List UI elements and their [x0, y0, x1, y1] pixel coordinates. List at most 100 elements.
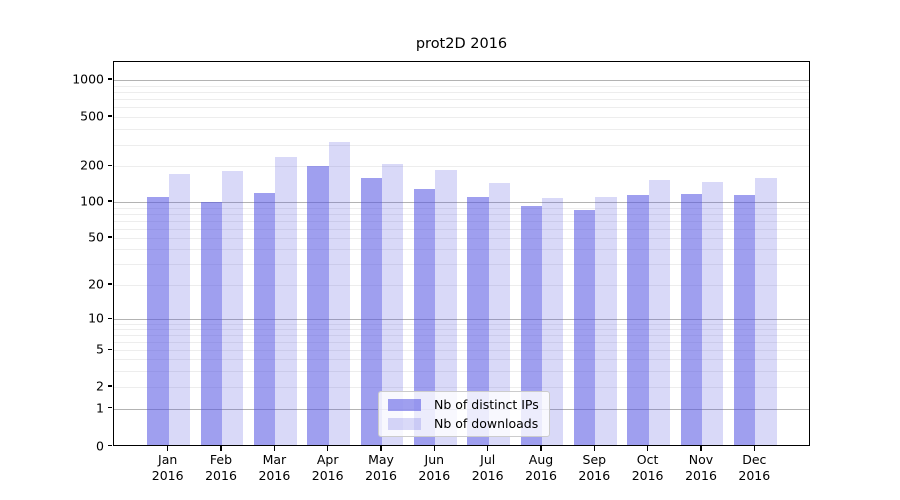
y-tick-mark: [107, 78, 112, 80]
gridline-minor: [114, 213, 809, 215]
bar-distinct-ips-feb: [200, 202, 222, 445]
gridline-minor: [114, 329, 809, 331]
bar-distinct-ips-jun: [414, 189, 436, 445]
x-tick-label: Dec 2016: [738, 452, 771, 483]
bar-downloads-nov: [702, 181, 724, 445]
gridline-minor: [114, 370, 809, 372]
x-tick-label: Mar 2016: [258, 452, 291, 483]
y-tick-mark: [107, 406, 112, 409]
x-tick-mark: [647, 446, 649, 451]
x-tick-mark: [380, 446, 382, 451]
bar-distinct-ips-aug: [520, 205, 542, 445]
y-tick-label: 20: [88, 276, 104, 292]
gridline-minor: [114, 144, 809, 146]
y-tick-mark: [107, 283, 112, 285]
y-tick-mark: [107, 348, 112, 350]
gridline-minor: [114, 285, 809, 286]
y-tick-label: 2: [96, 378, 104, 394]
y-tick-label: 50: [88, 229, 104, 245]
gridline-minor: [114, 359, 809, 361]
gridline-minor: [114, 238, 809, 239]
gridline-major: [114, 202, 809, 203]
x-tick-label: Apr 2016: [311, 452, 344, 483]
x-tick-mark: [540, 446, 542, 451]
bar-downloads-jun: [435, 169, 457, 445]
x-tick-mark: [327, 446, 329, 451]
legend-item-distinct-ips: Nb of distinct IPs: [388, 397, 539, 412]
bar-distinct-ips-sep: [574, 210, 596, 445]
bar-downloads-jan: [168, 173, 190, 445]
gridline-minor: [114, 264, 809, 266]
bar-downloads-may: [382, 164, 404, 445]
bar-distinct-ips-may: [360, 178, 382, 445]
x-tick-mark: [593, 446, 595, 451]
y-tick-label: 500: [80, 108, 104, 124]
gridline-major: [114, 319, 809, 321]
x-tick-label: Nov 2016: [685, 452, 717, 483]
x-tick-label: Feb 2016: [205, 452, 237, 483]
y-tick-mark: [107, 444, 112, 447]
y-tick-label: 0: [96, 438, 104, 453]
gridline-minor: [114, 166, 809, 168]
y-tick-label: 1000: [72, 71, 104, 87]
bar-downloads-apr: [328, 141, 350, 445]
bar-downloads-aug: [542, 198, 564, 445]
legend: Nb of distinct IPs Nb of downloads: [378, 391, 550, 437]
legend-label-downloads: Nb of downloads: [434, 416, 539, 431]
y-tick-mark: [107, 115, 112, 117]
plot-area: [113, 61, 810, 446]
bar-distinct-ips-nov: [680, 194, 702, 445]
y-tick-mark: [107, 317, 112, 319]
y-tick-label: 100: [80, 193, 104, 209]
bar-distinct-ips-dec: [734, 195, 756, 445]
bar-distinct-ips-jan: [147, 197, 169, 445]
y-tick-mark: [107, 164, 112, 166]
x-tick-mark: [273, 446, 276, 451]
bar-downloads-oct: [648, 180, 670, 445]
x-tick-mark: [167, 446, 169, 451]
x-tick-label: Jun 2016: [418, 452, 451, 483]
x-tick-label: Aug 2016: [525, 452, 557, 483]
gridline-major: [114, 80, 809, 81]
x-tick-mark: [753, 446, 755, 451]
x-tick-label: May 2016: [365, 452, 397, 483]
bar-distinct-ips-mar: [254, 193, 276, 445]
legend-swatch-distinct-ips: [388, 398, 421, 411]
y-tick-label: 10: [88, 310, 104, 326]
bar-downloads-mar: [275, 156, 297, 445]
x-tick-label: Sep 2016: [578, 452, 611, 483]
bar-downloads-dec: [755, 177, 777, 445]
gridline-minor: [114, 387, 809, 388]
gridline-minor: [114, 228, 809, 230]
y-tick-mark: [107, 385, 112, 387]
gridline-minor: [114, 207, 809, 209]
gridline-minor: [114, 107, 809, 109]
gridline-minor: [114, 220, 809, 222]
x-tick-label: Oct 2016: [631, 452, 664, 483]
gridline-minor: [114, 85, 809, 87]
bar-downloads-feb: [222, 171, 244, 445]
y-tick-label: 5: [96, 341, 104, 357]
gridline-minor: [114, 335, 809, 337]
bar-distinct-ips-jul: [467, 197, 489, 445]
gridline-minor: [114, 249, 809, 251]
gridline-minor: [114, 117, 809, 118]
gridline-minor: [114, 129, 809, 130]
y-tick-label: 200: [80, 157, 104, 173]
bar-distinct-ips-oct: [627, 194, 649, 445]
y-tick-label: 1: [96, 400, 104, 415]
chart-title: prot2D 2016: [415, 36, 508, 52]
x-tick-mark: [433, 446, 435, 451]
x-tick-mark: [700, 446, 702, 451]
gridline-minor: [114, 324, 809, 325]
x-tick-label: Jul 2016: [471, 452, 504, 483]
gridline-minor: [114, 350, 809, 352]
x-tick-mark: [487, 446, 489, 451]
gridline-minor: [114, 99, 809, 100]
y-tick-mark: [107, 200, 112, 202]
x-tick-mark: [220, 446, 222, 451]
bar-downloads-sep: [595, 197, 617, 445]
bar-downloads-jul: [488, 182, 510, 445]
x-tick-label: Jan 2016: [151, 452, 184, 483]
